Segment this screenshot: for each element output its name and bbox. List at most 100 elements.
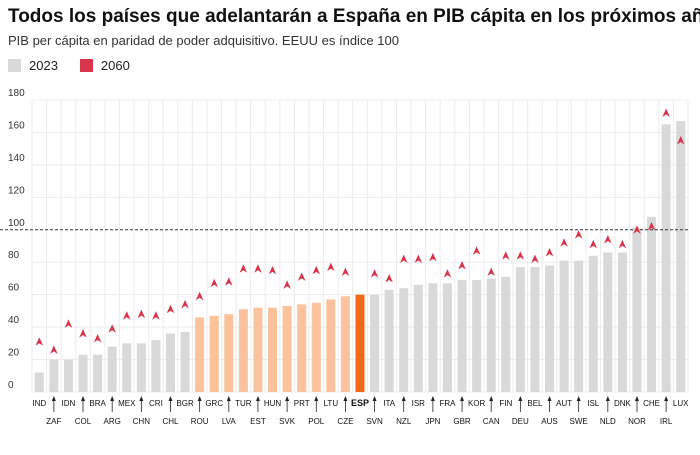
marker-2060 <box>662 108 670 117</box>
marker-2060 <box>93 333 102 343</box>
bar-2023 <box>107 346 117 392</box>
x-tick-label: ROU <box>191 417 209 426</box>
bar-2023 <box>282 306 292 392</box>
marker-2060 <box>152 311 160 320</box>
marker-2060 <box>676 136 685 145</box>
marker-2060 <box>429 252 437 262</box>
marker-2060 <box>560 238 568 247</box>
marker-2060 <box>516 251 525 260</box>
x-tick-label: JPN <box>425 417 440 426</box>
bar-2023 <box>340 296 350 392</box>
bar-2023 <box>603 252 613 392</box>
y-tick-label: 180 <box>8 88 25 99</box>
marker-2060 <box>647 222 656 231</box>
x-tick-arrowhead <box>547 396 552 401</box>
marker-2060 <box>137 309 146 319</box>
marker-2060 <box>443 269 452 278</box>
bar-2023 <box>530 267 540 392</box>
marker-2060 <box>472 246 481 255</box>
marker-2060 <box>341 267 350 276</box>
bar-2023 <box>209 315 219 392</box>
y-tick-label: 80 <box>8 250 20 261</box>
bar-2023 <box>501 276 511 392</box>
bar-2023 <box>676 121 686 392</box>
y-tick-label: 0 <box>8 380 14 391</box>
x-tick-label: FIN <box>499 399 512 408</box>
bar-2023 <box>472 280 482 392</box>
x-tick-label: CHE <box>643 399 660 408</box>
x-tick-label: NOR <box>628 417 646 426</box>
x-tick-label: SVK <box>279 417 296 426</box>
bar-2023 <box>297 304 307 392</box>
x-tick-label: CHL <box>162 417 179 426</box>
bar-2023 <box>311 302 321 392</box>
marker-2060 <box>501 251 510 260</box>
marker-2060 <box>633 225 641 234</box>
bar-2023 <box>49 359 59 392</box>
x-tick-label: IND <box>32 399 46 408</box>
marker-2060 <box>225 277 233 286</box>
x-tick-arrowhead <box>81 396 86 401</box>
bar-2023 <box>238 309 248 392</box>
marker-2060 <box>64 319 73 328</box>
marker-2060 <box>604 235 612 244</box>
y-tick-label: 40 <box>8 315 20 326</box>
bar-2023 <box>122 343 132 392</box>
y-tick-label: 120 <box>8 185 25 196</box>
chart-title: Todos los países que adelantarán a Españ… <box>8 6 700 27</box>
marker-2060 <box>195 291 204 301</box>
marker-2060 <box>618 239 627 249</box>
bar-2023 <box>457 280 467 392</box>
bar-2023 <box>442 283 452 392</box>
marker-2060 <box>210 278 219 288</box>
x-tick-label: IDN <box>62 399 76 408</box>
x-tick-label: CRI <box>149 399 163 408</box>
x-tick-label: POL <box>308 417 325 426</box>
bar-2023 <box>151 340 161 392</box>
legend-label-2023: 2023 <box>29 58 58 73</box>
bar-2023 <box>661 124 671 392</box>
x-tick-label: TUR <box>235 399 252 408</box>
x-tick-arrowhead <box>197 396 202 401</box>
legend: 2023 2060 <box>8 58 152 73</box>
bar-2023 <box>617 252 627 392</box>
bar-2023 <box>34 372 44 392</box>
bar-2023 <box>544 265 555 392</box>
x-tick-label: AUS <box>541 417 557 426</box>
bar-2023 <box>588 255 598 392</box>
x-tick-arrowhead <box>285 396 290 401</box>
marker-2060 <box>531 254 539 263</box>
bar-2023 <box>180 331 190 392</box>
marker-2060 <box>268 265 277 275</box>
marker-2060 <box>458 260 466 270</box>
marker-2060 <box>385 273 393 283</box>
bar-2023 <box>253 307 263 392</box>
y-tick-label: 20 <box>8 348 20 359</box>
x-tick-arrowhead <box>605 396 610 401</box>
x-tick-arrowhead <box>139 396 144 401</box>
legend-label-2060: 2060 <box>100 58 130 73</box>
marker-2060 <box>399 254 408 263</box>
bar-2023 <box>413 284 423 392</box>
bar-2023 <box>136 343 146 392</box>
x-tick-label: MEX <box>118 399 136 408</box>
marker-2060 <box>574 230 583 239</box>
bar-2023 <box>268 307 278 392</box>
x-tick-label: FRA <box>439 399 456 408</box>
x-tick-label: ESP <box>351 398 369 408</box>
legend-item-2060: 2060 <box>79 58 130 73</box>
x-tick-arrowhead <box>430 396 435 401</box>
y-tick-label: 160 <box>8 120 25 131</box>
chart-subtitle: PIB per cápita en paridad de poder adqui… <box>8 33 399 48</box>
x-tick-label: GBR <box>453 417 471 426</box>
legend-swatch-2023 <box>8 59 21 72</box>
marker-2060 <box>35 337 44 346</box>
x-tick-label: DEU <box>512 417 529 426</box>
x-tick-arrowhead <box>576 396 581 401</box>
x-tick-label: ISL <box>587 399 600 408</box>
x-tick-label: CZE <box>337 417 353 426</box>
marker-2060 <box>414 254 423 263</box>
x-tick-arrowhead <box>372 396 377 401</box>
x-tick-label: CAN <box>483 417 500 426</box>
